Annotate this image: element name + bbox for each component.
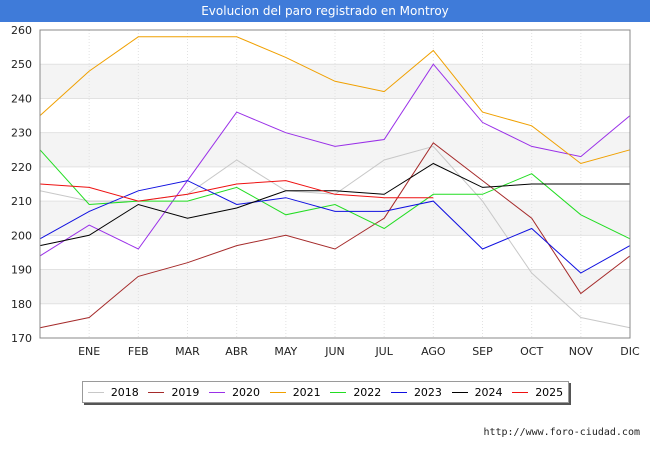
x-tick-label: ENE: [78, 345, 100, 358]
x-tick-label: JUL: [374, 345, 393, 358]
legend-item-2022: 2022: [330, 386, 381, 399]
chart-title: Evolucion del paro registrado en Montroy: [0, 0, 650, 22]
legend-swatch: [330, 391, 347, 393]
x-tick-label: FEB: [128, 345, 149, 358]
legend-label: 2021: [292, 385, 321, 399]
x-tick-label: AGO: [421, 345, 446, 358]
plot-band: [40, 98, 630, 133]
legend-swatch: [269, 391, 286, 393]
legend-label: 2020: [232, 385, 261, 399]
legend-item-2021: 2021: [269, 385, 321, 399]
series-lines: [39, 36, 631, 329]
plot-band: [40, 132, 630, 167]
plot-frame: [39, 29, 631, 339]
legend-item-2020: 2020: [209, 386, 260, 399]
legend-item-2019: 2019: [148, 386, 199, 399]
legend-item-2023: 2023: [390, 385, 442, 399]
x-tick-label: MAR: [175, 345, 200, 358]
series-line-2019: [39, 142, 631, 329]
series-line-2020: [39, 63, 631, 257]
legend-label: 2022: [353, 385, 382, 399]
series-line-2024: [39, 162, 630, 247]
legend-label: 2025: [535, 385, 564, 399]
series-line-2021: [39, 36, 631, 165]
legend-swatch: [209, 391, 226, 393]
y-tick-label: 170: [11, 332, 32, 345]
legend-swatch: [87, 391, 104, 393]
legend-swatch: [512, 391, 529, 393]
legend-swatch: [451, 391, 468, 393]
y-tick-label: 230: [11, 127, 32, 140]
plot-band: [40, 303, 630, 338]
legend-label: 2023: [413, 385, 442, 399]
legend-swatch: [148, 391, 165, 393]
plot-band: [40, 30, 630, 65]
legend-label: 2024: [474, 385, 503, 399]
x-axis-ticks: ENE FEB MAR ABR MAY JUN JUL AGO SEP OCT NOV DIC: [78, 345, 640, 358]
x-tick-label: MAY: [274, 345, 297, 358]
y-axis-ticks: 170 180 190 200 210 220 230 240 250 260: [11, 24, 32, 345]
y-tick-label: 220: [11, 161, 32, 174]
legend-item-2018: 2018: [87, 385, 139, 399]
legend-item-2024: 2024: [451, 385, 503, 399]
plot-band: [40, 201, 630, 236]
chart-legend: 2018 2019 2020 2021 2022 2023 2024 2025: [82, 381, 569, 403]
y-tick-label: 180: [11, 298, 32, 311]
source-url: http://www.foro-ciudad.com: [483, 427, 640, 438]
legend-label: 2018: [110, 385, 139, 399]
series-line-2025: [39, 180, 434, 202]
y-tick-label: 250: [11, 58, 32, 71]
grid-lines: [40, 29, 630, 339]
y-tick-label: 260: [11, 24, 32, 37]
plot-band: [40, 269, 630, 304]
x-tick-label: JUN: [324, 345, 345, 358]
y-tick-label: 210: [11, 195, 32, 208]
x-tick-label: ABR: [225, 345, 248, 358]
legend-label: 2019: [171, 385, 200, 399]
legend-item-2025: 2025: [512, 386, 563, 399]
x-tick-label: SEP: [472, 345, 493, 358]
y-tick-label: 240: [11, 92, 32, 105]
x-tick-label: DIC: [620, 345, 640, 358]
y-tick-label: 190: [11, 264, 32, 277]
x-tick-label: NOV: [569, 345, 594, 358]
x-tick-label: OCT: [520, 345, 543, 358]
y-tick-label: 200: [11, 229, 32, 242]
legend-swatch: [390, 391, 407, 393]
series-line-2023: [39, 180, 631, 274]
